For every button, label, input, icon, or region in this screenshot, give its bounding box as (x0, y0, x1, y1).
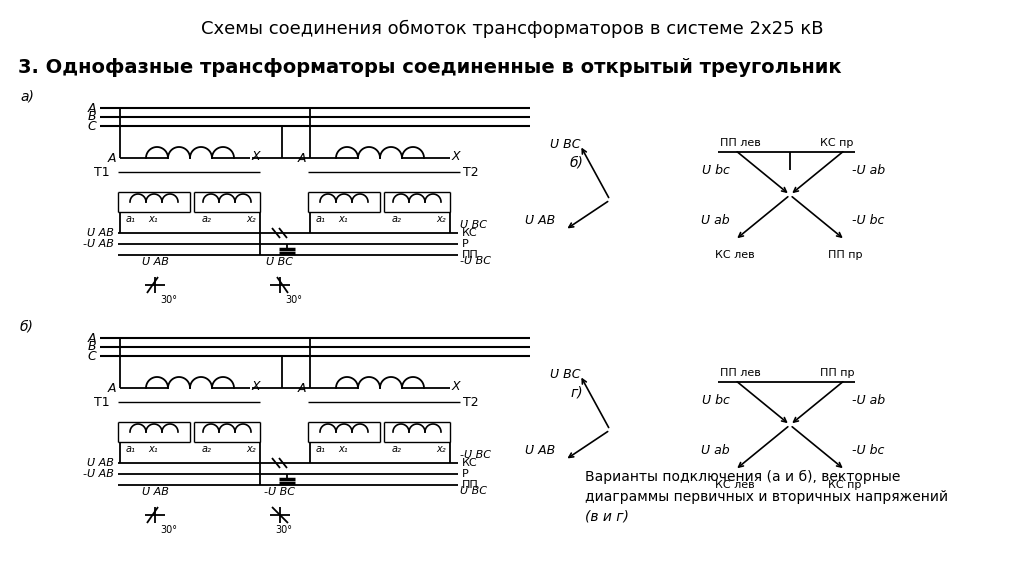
Text: x₂: x₂ (247, 444, 256, 454)
Text: КС: КС (462, 458, 477, 468)
Text: a₁: a₁ (316, 214, 326, 224)
Text: 30°: 30° (160, 295, 177, 305)
Text: T2: T2 (463, 165, 478, 179)
Text: б): б) (20, 320, 34, 334)
Text: T1: T1 (94, 165, 110, 179)
Text: -U̇ AB: -U̇ AB (83, 469, 114, 479)
Text: U̇ AB: U̇ AB (141, 257, 168, 267)
Text: КС: КС (462, 228, 477, 238)
Text: U̇ AB: U̇ AB (524, 214, 555, 227)
Text: T1: T1 (94, 395, 110, 409)
Text: a₂: a₂ (202, 444, 212, 454)
Text: U̇ BC: U̇ BC (460, 486, 487, 496)
Text: A: A (108, 152, 116, 165)
Text: диаграммы первичных и вторичных напряжений: диаграммы первичных и вторичных напряжен… (585, 490, 948, 504)
Text: Р: Р (462, 239, 469, 249)
Text: a₂: a₂ (392, 444, 401, 454)
Text: -U̇ AB: -U̇ AB (83, 239, 114, 249)
Text: X: X (452, 380, 461, 393)
Text: a₂: a₂ (392, 214, 401, 224)
Text: U̇ AB: U̇ AB (141, 487, 168, 497)
Text: ПП лев: ПП лев (720, 368, 761, 378)
Text: 30°: 30° (275, 525, 292, 535)
Text: U̇ BC: U̇ BC (460, 220, 487, 230)
Text: a₂: a₂ (202, 214, 212, 224)
Text: B: B (87, 111, 96, 123)
Text: ПП: ПП (462, 480, 479, 490)
Text: КС пр: КС пр (820, 138, 853, 148)
Text: A: A (298, 382, 306, 394)
Text: а): а) (20, 90, 34, 104)
Text: A: A (87, 102, 96, 114)
Text: Схемы соединения обмоток трансформаторов в системе 2х25 кВ: Схемы соединения обмоток трансформаторов… (201, 20, 823, 38)
Text: U̇ BC: U̇ BC (266, 257, 294, 267)
Text: X: X (252, 150, 261, 163)
Text: a₁: a₁ (126, 444, 136, 454)
Text: ПП пр: ПП пр (827, 250, 862, 260)
Text: U̇ ab: U̇ ab (701, 444, 730, 456)
Text: A: A (87, 332, 96, 344)
Text: (в и г): (в и г) (585, 510, 629, 524)
Text: -U̇ BC: -U̇ BC (460, 450, 490, 460)
Text: -U̇ bc: -U̇ bc (852, 214, 885, 227)
Text: x₂: x₂ (436, 444, 446, 454)
Text: КС лев: КС лев (715, 250, 755, 260)
Text: -U̇ BC: -U̇ BC (460, 256, 490, 266)
Text: A: A (108, 382, 116, 394)
Text: a₁: a₁ (126, 214, 136, 224)
Text: a₁: a₁ (316, 444, 326, 454)
Text: x₁: x₁ (338, 214, 347, 224)
Text: x₂: x₂ (436, 214, 446, 224)
Text: -U̇ ab: -U̇ ab (852, 394, 885, 406)
Text: X: X (452, 150, 461, 163)
Text: ПП: ПП (462, 250, 479, 260)
Text: A: A (298, 152, 306, 165)
Text: -U̇ ab: -U̇ ab (852, 164, 885, 176)
Text: x₁: x₁ (338, 444, 347, 454)
Text: X: X (252, 380, 261, 393)
Text: x₁: x₁ (148, 444, 158, 454)
Text: B: B (87, 340, 96, 354)
Text: U̇ bc: U̇ bc (702, 164, 730, 176)
Text: x₁: x₁ (148, 214, 158, 224)
Text: U̇ bc: U̇ bc (702, 394, 730, 406)
Text: КС пр: КС пр (828, 480, 861, 490)
Text: 30°: 30° (285, 295, 302, 305)
Text: U̇ BC: U̇ BC (550, 138, 580, 152)
Text: Варианты подключения (а и б), векторные: Варианты подключения (а и б), векторные (585, 470, 900, 484)
Text: U̇ AB: U̇ AB (524, 444, 555, 456)
Text: б): б) (570, 155, 584, 169)
Text: 30°: 30° (160, 525, 177, 535)
Text: C: C (87, 119, 96, 133)
Text: U̇ BC: U̇ BC (550, 369, 580, 382)
Text: T2: T2 (463, 395, 478, 409)
Text: U̇ ab: U̇ ab (701, 214, 730, 227)
Text: 3. Однофазные трансформаторы соединенные в открытый треугольник: 3. Однофазные трансформаторы соединенные… (18, 58, 842, 77)
Text: U̇ AB: U̇ AB (87, 228, 114, 238)
Text: Р: Р (462, 469, 469, 479)
Text: C: C (87, 350, 96, 363)
Text: г): г) (570, 385, 583, 399)
Text: x₂: x₂ (247, 214, 256, 224)
Text: U̇ AB: U̇ AB (87, 458, 114, 468)
Text: -U̇ BC: -U̇ BC (264, 487, 296, 497)
Text: ПП пр: ПП пр (820, 368, 854, 378)
Text: КС лев: КС лев (715, 480, 755, 490)
Text: ПП лев: ПП лев (720, 138, 761, 148)
Text: -U̇ bc: -U̇ bc (852, 444, 885, 456)
